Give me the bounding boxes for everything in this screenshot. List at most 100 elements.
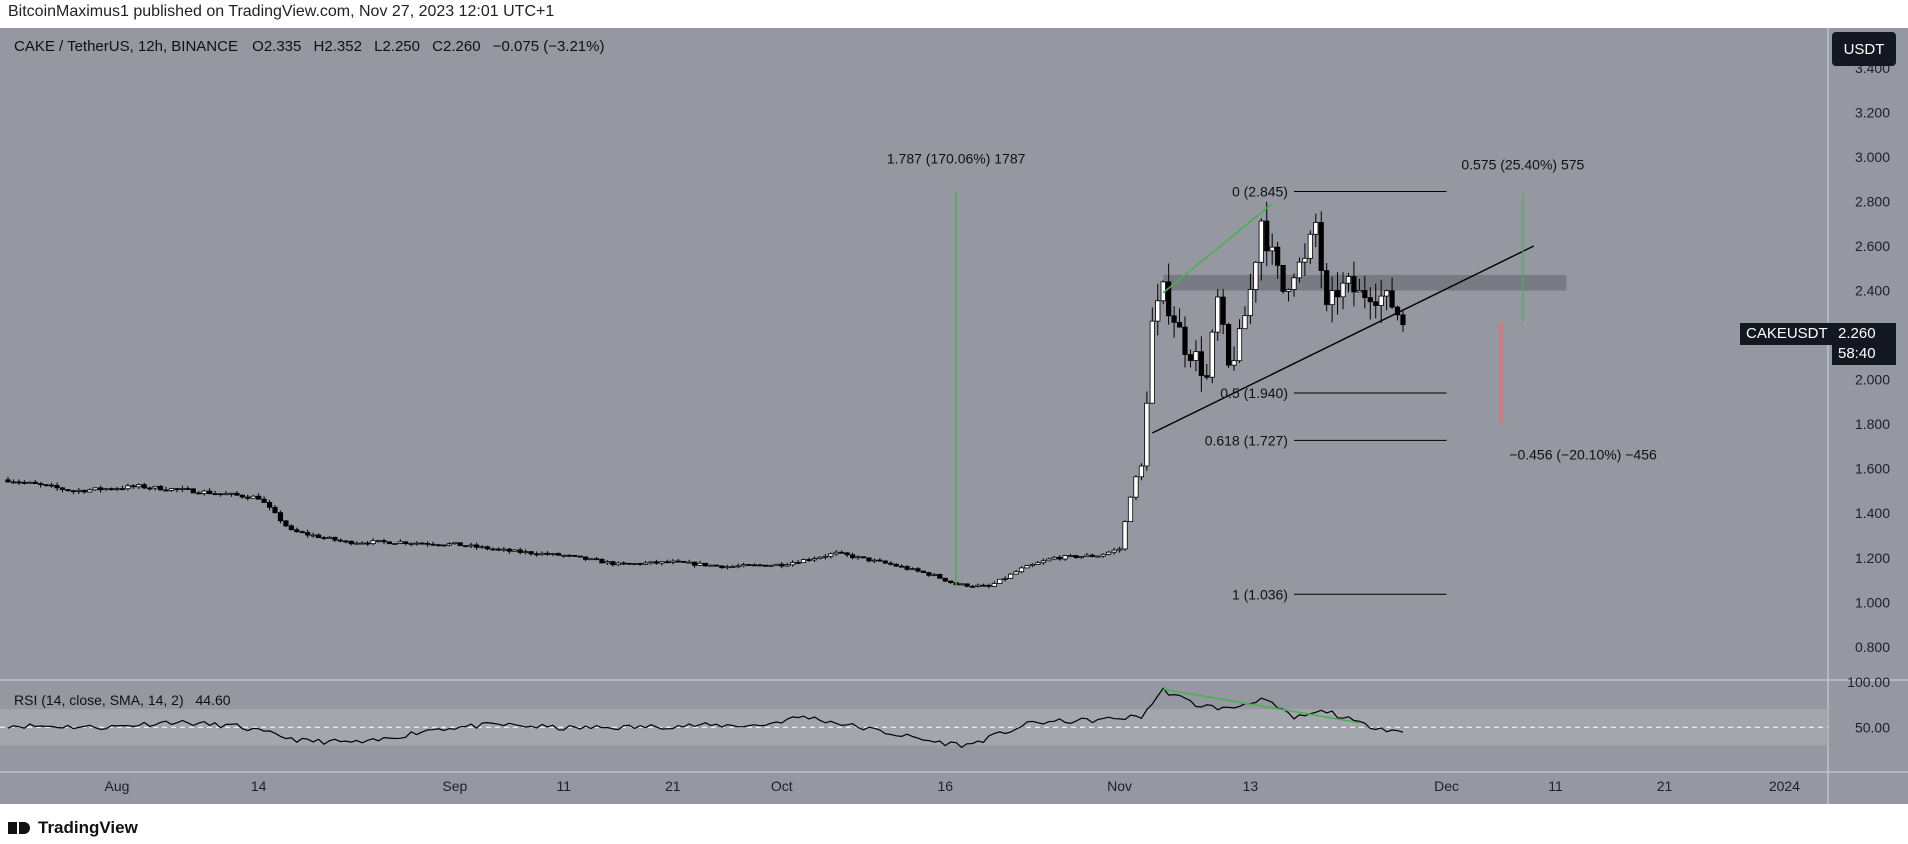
rsi-line bbox=[7, 687, 1404, 749]
rsi-label[interactable]: RSI (14, close, SMA, 14, 2) bbox=[14, 692, 184, 708]
candle-body bbox=[288, 525, 294, 531]
price-tick-label: 0.800 bbox=[1855, 639, 1890, 655]
candle-body bbox=[1264, 220, 1270, 252]
candle-body bbox=[16, 481, 22, 484]
candle-body bbox=[147, 487, 153, 490]
candle-body bbox=[408, 543, 414, 545]
legend-symbol[interactable]: CAKE / TetherUS, 12h, BINANCE bbox=[14, 38, 238, 55]
candle-body bbox=[190, 488, 196, 494]
candle-body bbox=[1182, 326, 1188, 355]
candle-body bbox=[528, 551, 534, 555]
candle-body bbox=[1258, 220, 1264, 263]
tradingview-logo[interactable]: TradingView bbox=[8, 818, 138, 838]
price-tick-label: 2.600 bbox=[1855, 238, 1890, 254]
candle-body bbox=[882, 560, 888, 564]
candle-body bbox=[583, 556, 589, 560]
candle-body bbox=[38, 483, 44, 486]
candle-body bbox=[1307, 233, 1313, 259]
price-divergence-line bbox=[1162, 203, 1273, 294]
candle-body bbox=[32, 481, 38, 485]
candle-body bbox=[305, 532, 311, 536]
time-axis[interactable]: Aug 14 Sep 11 21 Oct 16 Nov 13 Dec 11 21 2024 bbox=[105, 778, 1801, 794]
candle-body bbox=[5, 479, 11, 483]
candle-body bbox=[948, 580, 954, 584]
legend-close-label: C bbox=[432, 38, 444, 55]
candle-body bbox=[245, 496, 251, 499]
candle-body bbox=[223, 493, 229, 496]
price-tick-label: 1.400 bbox=[1855, 505, 1890, 521]
candle-body bbox=[1236, 328, 1243, 362]
candle-body bbox=[1225, 323, 1232, 366]
candle-body bbox=[1329, 290, 1335, 306]
candle-body bbox=[888, 562, 894, 565]
candle-body bbox=[1384, 290, 1390, 297]
time-tick-label: 14 bbox=[251, 778, 267, 794]
time-tick-label: 11 bbox=[557, 778, 572, 794]
candle-body bbox=[833, 551, 839, 555]
candle-body bbox=[751, 564, 758, 567]
price-tick-label: 3.000 bbox=[1855, 149, 1890, 165]
legend-low-value: 2.250 bbox=[382, 38, 420, 55]
candle-body bbox=[1176, 321, 1183, 328]
candle-body bbox=[1122, 521, 1128, 550]
candle-body bbox=[419, 542, 425, 545]
candle-body bbox=[103, 488, 109, 491]
candle-body bbox=[681, 560, 687, 563]
candle-body bbox=[850, 554, 856, 559]
time-tick-label: Oct bbox=[771, 778, 793, 794]
fib-level-label: 0.5 (1.940) bbox=[1220, 385, 1288, 401]
tradingview-logo-icon bbox=[8, 822, 30, 834]
candle-body bbox=[746, 564, 752, 566]
candle-body bbox=[1089, 554, 1095, 557]
candle-body bbox=[310, 534, 316, 537]
candle-body bbox=[1215, 296, 1221, 333]
candle-body bbox=[871, 559, 878, 562]
candle-body bbox=[1400, 314, 1406, 326]
candle-body bbox=[839, 551, 845, 554]
price-tick-label: 1.000 bbox=[1855, 594, 1890, 610]
candle-body bbox=[670, 560, 676, 563]
candle-body bbox=[561, 554, 567, 557]
candle-body bbox=[566, 554, 572, 557]
candle-body bbox=[844, 552, 850, 556]
candle-body bbox=[441, 544, 447, 547]
candle-body bbox=[621, 562, 627, 565]
candle-body bbox=[1291, 277, 1297, 290]
candle-body bbox=[533, 553, 540, 556]
candle-body bbox=[1155, 300, 1161, 322]
candle-body bbox=[277, 512, 284, 522]
candle-body bbox=[719, 565, 725, 569]
candle-body bbox=[1095, 555, 1101, 558]
candle-body bbox=[1193, 351, 1199, 361]
candle-body bbox=[207, 490, 213, 495]
rsi-divergence-line bbox=[1163, 688, 1360, 724]
candle-body bbox=[1242, 315, 1248, 330]
candle-body bbox=[958, 583, 965, 586]
candle-body bbox=[59, 487, 66, 491]
candle-body bbox=[234, 492, 240, 496]
candle-body bbox=[724, 566, 730, 569]
legend-change: −0.075 (−3.21%) bbox=[492, 38, 605, 55]
price-tick-label: 3.200 bbox=[1855, 104, 1890, 120]
candle-body bbox=[1046, 558, 1052, 562]
candle-body bbox=[1378, 295, 1384, 306]
candle-body bbox=[1057, 556, 1063, 560]
candle-body bbox=[272, 506, 278, 514]
candle-body bbox=[1389, 290, 1395, 308]
candle-body bbox=[637, 563, 643, 565]
legend-high-value: 2.352 bbox=[324, 38, 362, 55]
candle-body bbox=[54, 485, 60, 489]
candle-body bbox=[1138, 465, 1145, 478]
candle-body bbox=[1073, 555, 1079, 559]
rsi-tick-label: 100.00 bbox=[1847, 674, 1890, 690]
candle-body bbox=[163, 489, 169, 492]
candle-body bbox=[1296, 261, 1303, 279]
price-axis[interactable]: 0.8001.0001.2001.4001.6001.8002.0002.200… bbox=[1847, 60, 1890, 735]
candle-body bbox=[702, 562, 709, 567]
candle-body bbox=[512, 549, 518, 552]
candle-body bbox=[1269, 246, 1275, 252]
candle-body bbox=[550, 553, 556, 555]
candle-body bbox=[969, 585, 976, 588]
candle-body bbox=[1356, 290, 1362, 293]
currency-button[interactable]: USDT bbox=[1832, 32, 1896, 66]
